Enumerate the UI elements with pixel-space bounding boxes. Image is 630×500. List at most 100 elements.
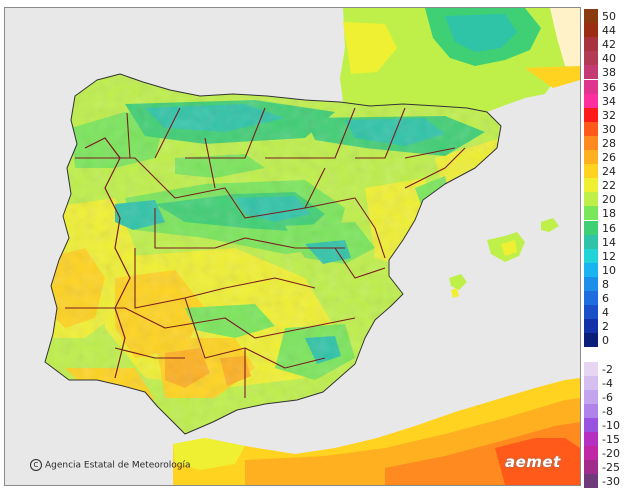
legend-swatch (584, 333, 598, 348)
legend-swatch (584, 403, 598, 418)
temperature-legend: 50 44 42 40 38 36 34 32 30 28 26 24 22 20 18 16 14 12 10 8 6… (584, 9, 630, 489)
north-africa-area (173, 378, 580, 485)
legend-swatch (584, 389, 598, 404)
legend-item: 6 (584, 291, 630, 306)
legend-item: 8 (584, 276, 630, 292)
france-area (340, 8, 580, 112)
aemet-logo: aemet (505, 453, 561, 471)
legend-label: -2 (602, 362, 613, 376)
legend-item: 24 (584, 164, 630, 179)
legend-label: 26 (602, 151, 616, 164)
aemet-credit: C Agencia Estatal de Meteorología (30, 459, 191, 471)
legend-item: 42 (584, 37, 630, 52)
legend-label: 14 (602, 235, 616, 249)
legend-item: 16 (584, 220, 630, 236)
legend-item: -10 (584, 417, 630, 433)
legend-item: 40 (584, 51, 630, 66)
legend-item: 38 (584, 65, 630, 80)
legend-item: 28 (584, 135, 630, 151)
legend-item: -8 (584, 403, 630, 419)
legend-item: 22 (584, 178, 630, 193)
legend-swatch (584, 220, 598, 235)
legend-label: 18 (602, 207, 616, 221)
legend-label: 16 (602, 221, 616, 235)
legend-swatch (584, 361, 598, 376)
legend-item: 26 (584, 150, 630, 165)
legend-item: -15 (584, 432, 630, 447)
legend-swatch (584, 135, 598, 150)
legend-item: 32 (584, 107, 630, 123)
legend-item: 34 (584, 93, 630, 109)
legend-label: 6 (602, 292, 609, 305)
legend-item (584, 347, 630, 362)
legend-swatch (584, 446, 598, 461)
legend-label: 36 (602, 80, 616, 94)
legend-item: 18 (584, 206, 630, 221)
legend-label: 4 (602, 306, 609, 320)
legend-item: 36 (584, 79, 630, 95)
legend-item: 12 (584, 248, 630, 264)
legend-label: 2 (602, 320, 609, 334)
legend-item: -6 (584, 389, 630, 405)
legend-item: -20 (584, 446, 630, 461)
legend-label: -8 (602, 404, 613, 418)
legend-swatch (584, 319, 598, 334)
province-borders (44, 73, 502, 435)
legend-swatch (584, 347, 598, 362)
legend-label: 34 (602, 94, 616, 108)
legend-label: 12 (602, 249, 616, 263)
legend-item: -25 (584, 460, 630, 475)
temperature-map (4, 7, 581, 486)
legend-swatch (584, 178, 598, 193)
legend-swatch (584, 51, 598, 66)
legend-swatch (584, 417, 598, 432)
legend-label: 30 (602, 122, 616, 136)
legend-item: 30 (584, 121, 630, 137)
legend-item: 14 (584, 234, 630, 250)
legend-label: 22 (602, 179, 616, 193)
legend-swatch (584, 164, 598, 179)
legend-swatch (584, 248, 598, 263)
legend-label: -15 (602, 433, 620, 446)
legend-swatch (584, 262, 598, 277)
credit-text: Agencia Estatal de Meteorología (45, 460, 191, 471)
legend-swatch (584, 291, 598, 306)
legend-item: 4 (584, 305, 630, 320)
legend-label: 8 (602, 277, 609, 291)
legend-item: 0 (584, 333, 630, 348)
legend-label: -10 (602, 418, 620, 432)
legend-label: -4 (602, 376, 613, 390)
legend-item: 10 (584, 262, 630, 278)
legend-label: 42 (602, 38, 616, 52)
legend-swatch (584, 206, 598, 221)
legend-label: -30 (602, 475, 620, 489)
legend-swatch (584, 234, 598, 249)
legend-label: -25 (602, 461, 620, 475)
legend-swatch (584, 460, 598, 475)
legend-item: 20 (584, 192, 630, 207)
legend-label: -6 (602, 390, 613, 404)
copyright-icon: C (30, 459, 42, 471)
legend-label: 44 (602, 24, 616, 38)
legend-swatch (584, 107, 598, 122)
legend-item: 2 (584, 319, 630, 334)
legend-label: 10 (602, 263, 616, 277)
legend-swatch (584, 93, 598, 108)
legend-label: 40 (602, 52, 616, 66)
legend-label: 38 (602, 66, 616, 80)
legend-label: 32 (602, 108, 616, 122)
legend-item: 44 (584, 23, 630, 38)
legend-label: 0 (602, 334, 609, 348)
legend-swatch (584, 121, 598, 136)
legend-label: 20 (602, 193, 616, 207)
legend-label: -20 (602, 447, 620, 461)
legend-swatch (584, 9, 598, 24)
legend-item: -30 (584, 474, 630, 489)
iberian-peninsula (45, 74, 501, 434)
legend-swatch (584, 65, 598, 80)
legend-label: 50 (602, 10, 616, 23)
legend-swatch (584, 276, 598, 291)
legend-swatch (584, 375, 598, 390)
legend-swatch (584, 192, 598, 207)
legend-swatch (584, 79, 598, 94)
